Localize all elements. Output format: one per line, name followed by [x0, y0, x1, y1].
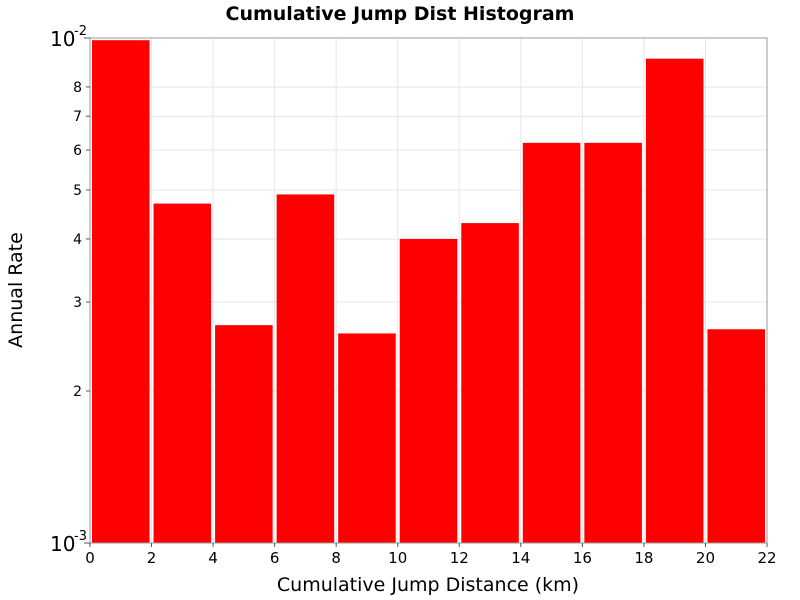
chart-title: Cumulative Jump Dist Histogram — [226, 3, 575, 25]
x-tick-label: 18 — [634, 549, 653, 567]
x-axis-label: Cumulative Jump Distance (km) — [277, 574, 579, 596]
bars-group — [92, 40, 765, 544]
y-decade-label: 10 — [50, 27, 75, 51]
x-tick-label: 14 — [511, 549, 530, 567]
x-tick-label: 22 — [757, 549, 776, 567]
x-tick-label: 4 — [208, 549, 218, 567]
histogram-bar — [584, 142, 642, 543]
x-tick-label: 16 — [573, 549, 592, 567]
x-tick-label: 6 — [270, 549, 280, 567]
y-axis-label: Annual Rate — [5, 232, 27, 348]
histogram-bar — [522, 142, 581, 543]
y-tick-label: 4 — [73, 232, 82, 248]
histogram-bar — [215, 325, 273, 543]
histogram-bar — [645, 58, 704, 544]
x-tick-label: 2 — [147, 549, 157, 567]
y-decade-exponent: -2 — [74, 24, 87, 39]
x-tick-label: 20 — [696, 549, 715, 567]
histogram-bar — [276, 194, 335, 543]
histogram-bar — [153, 203, 212, 543]
y-tick-label: 3 — [73, 295, 82, 311]
y-tick-label: 2 — [73, 384, 82, 400]
histogram-bar — [399, 238, 458, 543]
histogram-bar — [707, 329, 765, 543]
y-tick-label: 8 — [73, 80, 82, 96]
y-tick-label: 7 — [73, 109, 82, 125]
x-tick-label: 0 — [85, 549, 95, 567]
plot-area-frame — [89, 37, 768, 544]
histogram-bar — [461, 223, 519, 543]
y-decade-exponent: -3 — [74, 529, 87, 544]
histogram-bar — [92, 40, 150, 544]
x-axis-ticks: 0 2 4 6 8 10 12 14 16 18 20 22 — [85, 543, 777, 567]
y-tick-label: 5 — [73, 183, 82, 199]
y-decade-label: 10 — [50, 532, 75, 556]
histogram-bar — [338, 333, 396, 543]
x-tick-label: 10 — [388, 549, 407, 567]
x-tick-label: 12 — [450, 549, 469, 567]
y-tick-label: 6 — [73, 143, 82, 159]
x-tick-label: 8 — [331, 549, 341, 567]
